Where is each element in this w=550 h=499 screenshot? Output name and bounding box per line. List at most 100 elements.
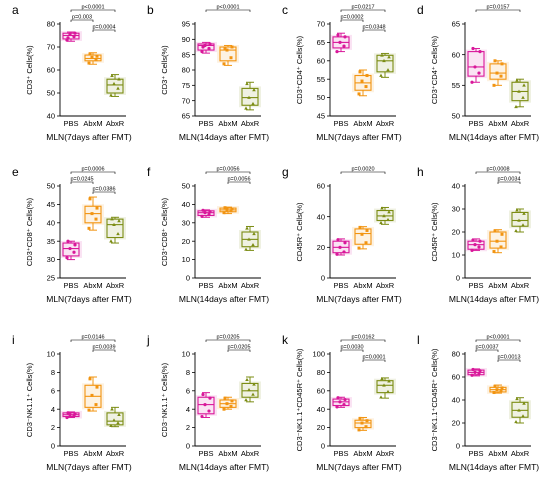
data-point <box>225 48 229 52</box>
data-point <box>73 412 77 416</box>
y-tick-label: 6 <box>51 386 55 395</box>
significance-bracket <box>497 181 521 184</box>
y-tick-label: 70 <box>317 20 325 29</box>
box-abxr <box>104 216 126 244</box>
panel-b: b 65 70 75 80 85 90 95 CD3⁺ Cells(%) PBS AbxM AbxR M… <box>147 3 269 142</box>
data-point <box>521 95 525 99</box>
data-point <box>470 248 474 252</box>
data-point <box>495 388 499 392</box>
data-point <box>514 419 518 424</box>
box-body <box>106 412 124 426</box>
box-body <box>62 242 80 257</box>
y-tick-label: 55 <box>452 81 460 90</box>
data-point <box>386 389 390 394</box>
y-tick-label: 60 <box>47 66 55 75</box>
p-value-label: p=0.0020 <box>351 167 374 173</box>
x-tick-label: AbxM <box>83 449 102 458</box>
data-point <box>522 83 526 87</box>
x-tick-label: AbxM <box>218 281 237 290</box>
data-point <box>473 243 477 247</box>
x-tick-label: PBS <box>333 449 348 458</box>
data-point <box>358 225 362 229</box>
box-body <box>467 51 485 77</box>
data-point <box>495 239 499 243</box>
p-value-label: p=0.0162 <box>351 335 374 341</box>
data-point <box>245 81 249 86</box>
significance-bracket <box>70 171 116 174</box>
y-axis-label: CD3⁻NK1.1⁺CD45R⁺ Cells(%) <box>295 348 304 451</box>
x-tick-label: AbxR <box>106 281 125 290</box>
data-point <box>229 209 233 213</box>
p-value-label: p=0.0348 <box>362 25 385 31</box>
x-tick-label: AbxM <box>218 449 237 458</box>
data-point <box>478 50 482 54</box>
box-abxr <box>239 376 261 403</box>
data-point <box>335 405 339 409</box>
significance-bracket <box>475 171 521 174</box>
p-value-label: p=0.0386 <box>92 187 115 193</box>
data-point <box>386 68 390 72</box>
significance-bracket <box>340 9 386 12</box>
y-tick-label: 45 <box>317 112 325 121</box>
significance-bracket <box>70 9 116 12</box>
x-tick-label: AbxR <box>376 449 395 458</box>
data-point <box>360 421 364 425</box>
data-point <box>477 371 481 376</box>
data-point <box>66 411 70 415</box>
data-point <box>88 377 92 381</box>
panel-a: a 40 50 60 70 80 CD3⁺ Cells(%) PBS AbxM AbxR MLN(7… <box>12 3 132 142</box>
y-tick-label: 50 <box>317 93 325 102</box>
box-body <box>489 231 507 249</box>
data-point <box>201 208 205 212</box>
box-abxm <box>217 44 239 66</box>
x-tick-label: AbxR <box>511 449 530 458</box>
box-abxr <box>509 78 531 109</box>
significance-bracket <box>340 171 386 174</box>
box-abxm <box>217 396 239 411</box>
data-point <box>521 223 525 227</box>
y-tick-label: 80 <box>47 20 55 29</box>
box-shade <box>374 378 396 395</box>
box-body <box>467 240 485 250</box>
significance-bracket <box>362 359 386 362</box>
box-abxr <box>509 396 531 424</box>
data-point <box>493 229 497 233</box>
y-tick-label: 65 <box>317 38 325 47</box>
data-point <box>338 245 342 249</box>
panel-letter: a <box>12 3 19 17</box>
panel-letter: i <box>12 333 15 347</box>
panel-h: h 0 10 20 30 40 CD45R⁺ Cells(%) PBS AbxM AbxR MLN(… <box>417 165 539 304</box>
x-tick-label: PBS <box>198 119 213 128</box>
y-tick-label: 8 <box>186 368 190 377</box>
box-abxm <box>352 69 374 97</box>
y-tick-label: 0 <box>186 442 190 451</box>
box-abxr <box>374 52 396 78</box>
data-point <box>473 65 477 69</box>
data-point <box>470 80 474 84</box>
data-point <box>471 238 475 242</box>
y-tick-label: 70 <box>47 43 55 52</box>
x-axis-label: MLN(14days after FMT) <box>179 132 269 142</box>
y-axis-label: CD3⁺CD8⁺ Cells(%) <box>160 197 169 266</box>
data-point <box>493 384 497 388</box>
y-tick-label: 100 <box>312 350 325 359</box>
y-tick-label: 65 <box>182 112 190 121</box>
p-value-label: p=0.0056 <box>216 167 239 173</box>
y-tick-label: 65 <box>452 20 460 29</box>
y-tick-label: 2 <box>186 423 190 432</box>
data-point <box>201 392 205 397</box>
data-point <box>116 421 120 425</box>
data-point <box>208 210 212 214</box>
data-point <box>365 228 369 232</box>
data-point <box>379 220 383 225</box>
data-point <box>358 70 362 74</box>
panel-letter: k <box>282 333 289 347</box>
x-tick-label: AbxR <box>241 119 260 128</box>
data-point <box>200 414 204 419</box>
panel-letter: f <box>147 165 151 179</box>
data-point <box>515 78 519 82</box>
y-tick-label: 50 <box>452 112 460 121</box>
x-tick-label: PBS <box>468 449 483 458</box>
data-point <box>117 412 121 417</box>
data-point <box>500 386 504 390</box>
